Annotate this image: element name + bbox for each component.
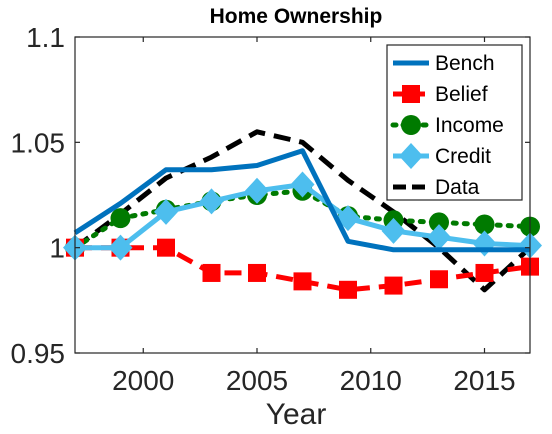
legend-item-bench: Bench	[393, 52, 495, 75]
series-data	[73, 129, 532, 293]
data-point-belief	[475, 263, 494, 282]
legend-item-belief: Belief	[393, 83, 488, 106]
x-tick-label: 2000	[112, 365, 174, 396]
series-line-bench	[73, 148, 530, 253]
data-point-belief	[430, 270, 448, 289]
x-tick-label: 2005	[226, 365, 288, 396]
y-tick-label: 1.05	[11, 127, 66, 158]
legend-marker	[401, 115, 421, 135]
series-line-income	[72, 188, 533, 251]
data-point-credit	[154, 198, 178, 225]
legend-label: Belief	[435, 83, 488, 106]
y-tick-label: 1	[49, 233, 65, 264]
data-point-belief	[339, 280, 357, 299]
x-axis-label: Year	[266, 398, 327, 431]
data-point-belief	[384, 276, 403, 295]
legend-item-credit: Credit	[393, 143, 491, 169]
y-tick-label: 1.1	[26, 22, 65, 53]
series-line-data	[73, 129, 532, 293]
data-point-credit	[427, 224, 451, 251]
legend-label: Credit	[435, 145, 491, 168]
data-point-belief	[293, 272, 312, 291]
data-point-income	[110, 208, 131, 229]
legend-item-income: Income	[390, 114, 504, 137]
y-tick-label: 0.95	[11, 338, 66, 369]
data-point-credit	[381, 217, 406, 244]
data-point-credit	[245, 177, 269, 204]
chart-title: Home Ownership	[210, 5, 383, 28]
x-tick-label: 2015	[453, 365, 515, 396]
legend-marker	[399, 143, 423, 169]
legend-item-data: Data	[393, 176, 480, 199]
legend-label: Bench	[435, 52, 495, 75]
legend-marker	[402, 85, 420, 103]
data-point-belief	[248, 263, 266, 282]
data-point-credit	[290, 171, 315, 198]
x-tick-label: 2010	[340, 365, 402, 396]
series-bench	[73, 148, 530, 253]
data-point-credit	[199, 188, 224, 215]
axes-layer: 2000 2005 2010 2015 0.95 1 1.05 1.1	[11, 22, 531, 396]
data-point-credit	[108, 234, 133, 261]
data-point-income	[429, 212, 449, 233]
data-point-belief	[157, 238, 175, 257]
legend-label: Income	[435, 114, 504, 137]
legend-label: Data	[435, 176, 480, 199]
data-point-belief	[202, 263, 221, 282]
legend: Bench Belief Income Credit Data	[386, 44, 523, 201]
data-point-income	[474, 214, 495, 235]
axes-box	[74, 36, 531, 354]
